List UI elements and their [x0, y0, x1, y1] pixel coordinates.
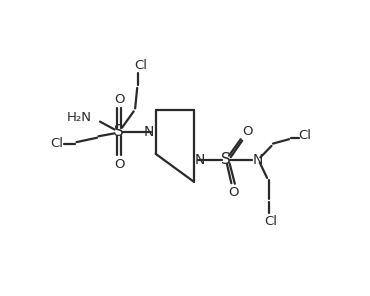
Text: O: O — [242, 125, 252, 138]
Text: N: N — [195, 153, 205, 167]
Text: Cl: Cl — [50, 137, 63, 150]
Text: N: N — [252, 153, 263, 167]
Text: Cl: Cl — [135, 59, 148, 72]
Text: O: O — [114, 93, 124, 106]
Text: Cl: Cl — [299, 129, 312, 142]
Text: H₂N: H₂N — [67, 111, 92, 124]
Text: S: S — [221, 152, 231, 167]
Text: O: O — [114, 158, 124, 171]
Text: N: N — [144, 125, 154, 139]
Text: Cl: Cl — [265, 215, 278, 228]
Text: O: O — [228, 186, 239, 199]
Text: S: S — [114, 124, 124, 139]
